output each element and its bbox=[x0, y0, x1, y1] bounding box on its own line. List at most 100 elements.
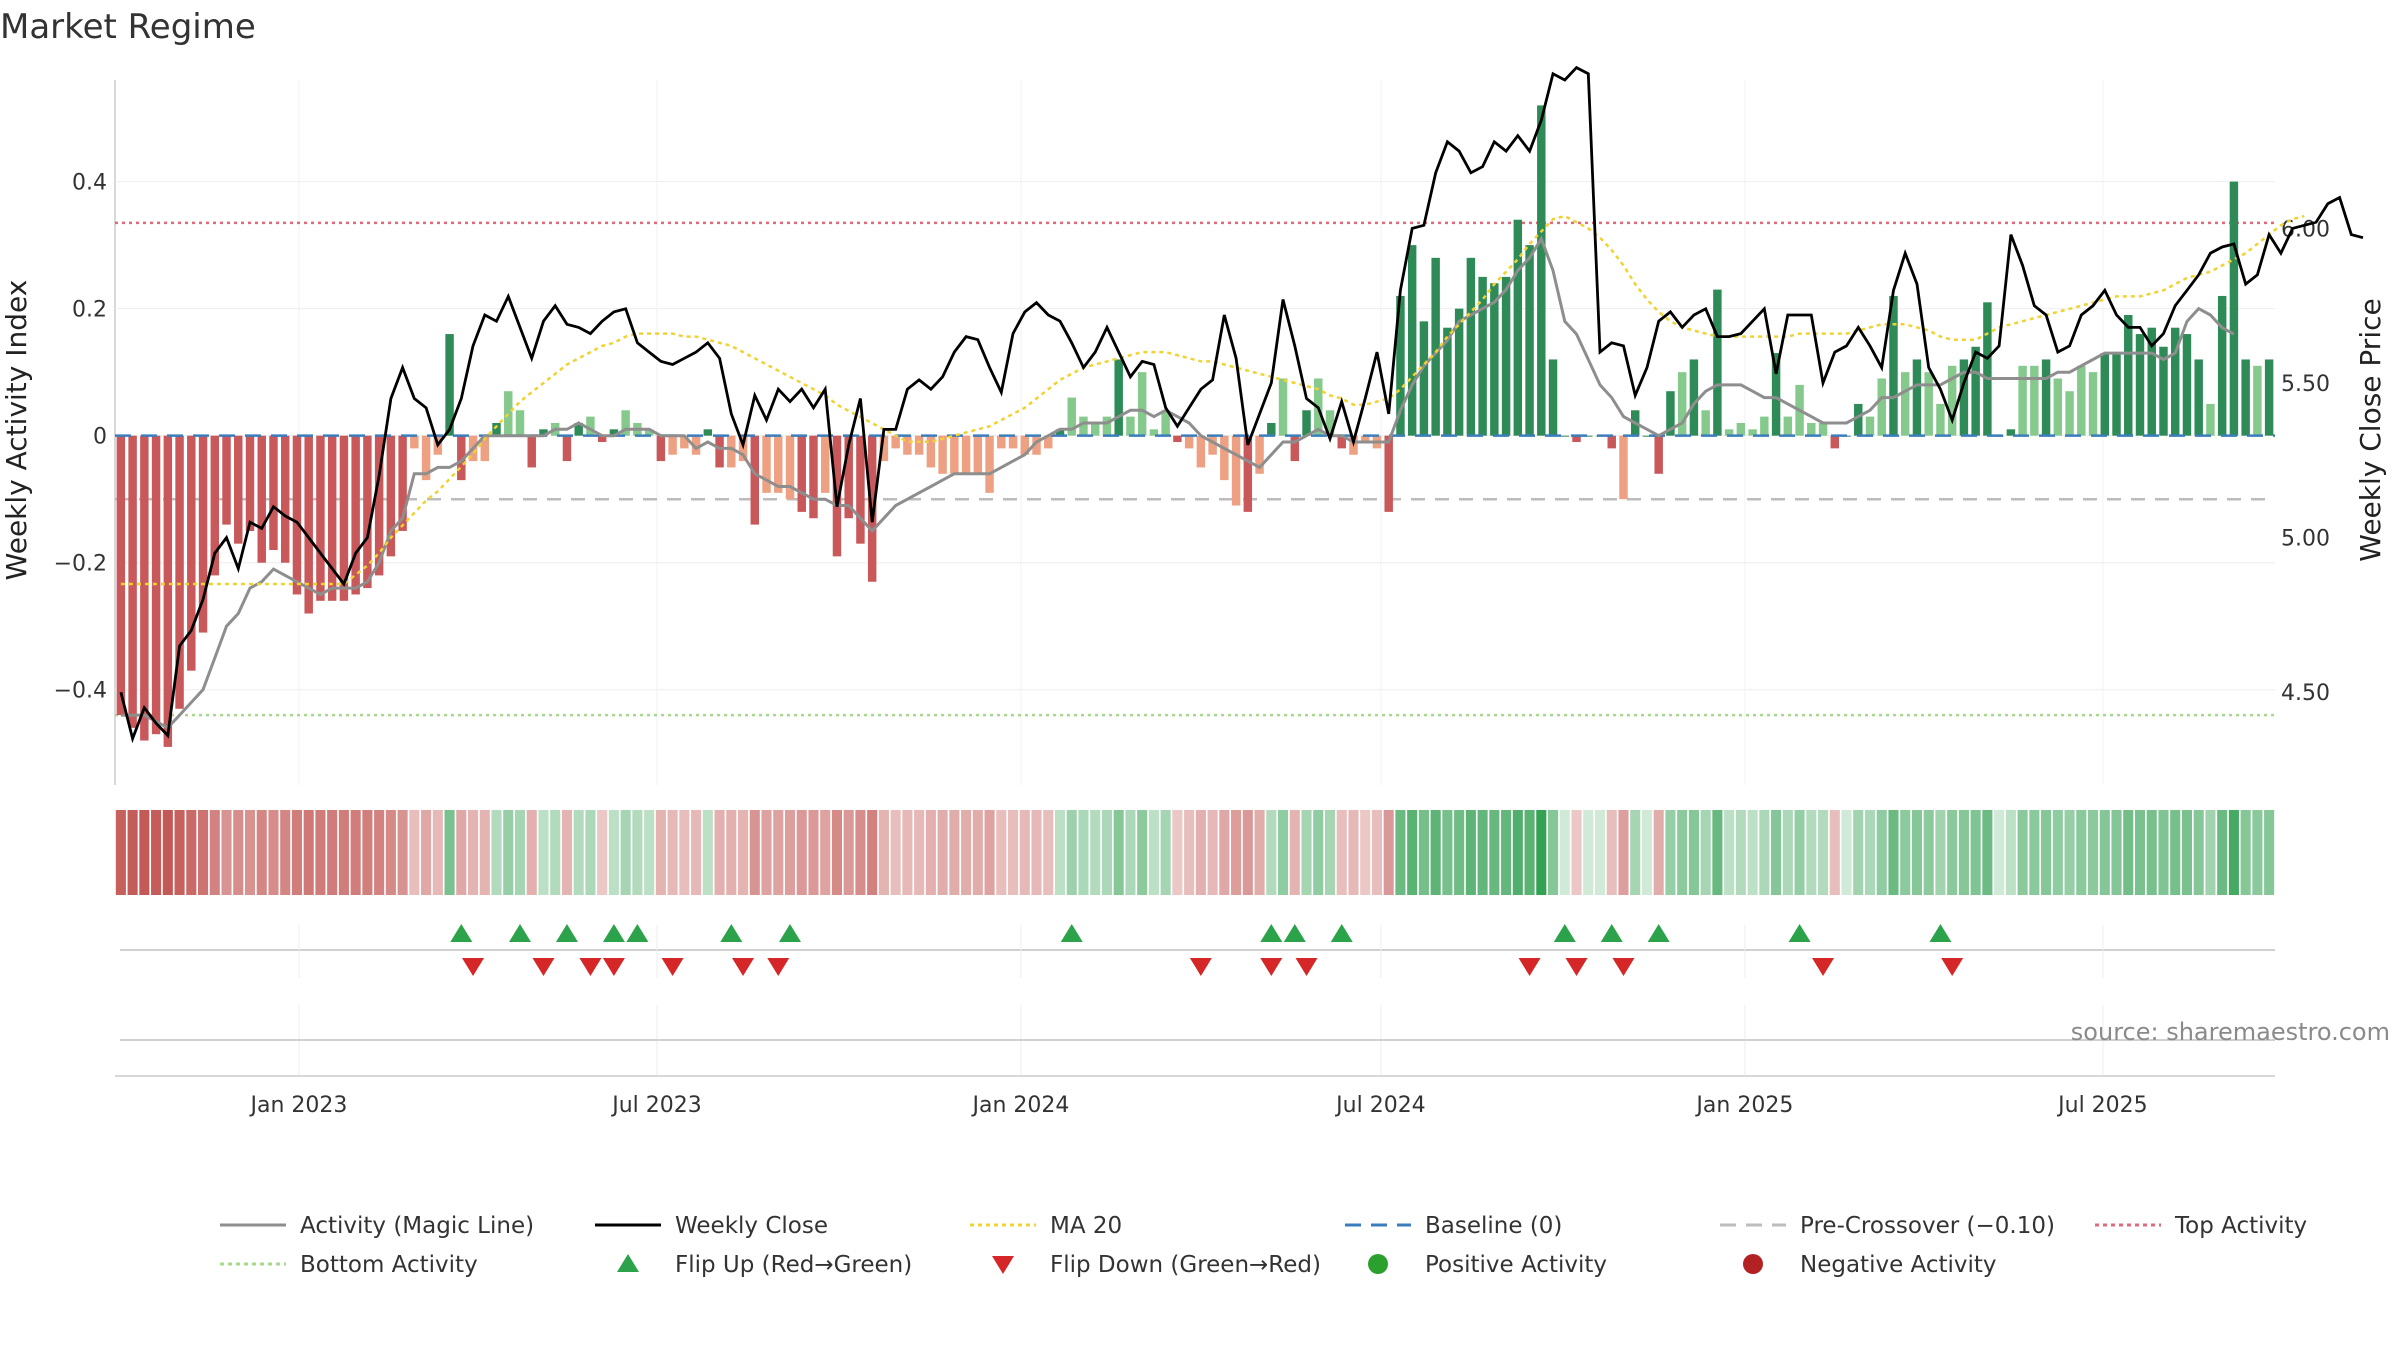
regime-cell bbox=[2205, 810, 2216, 895]
regime-cell bbox=[1547, 810, 1559, 895]
chart-title: Market Regime bbox=[0, 7, 256, 47]
legend-swatch bbox=[992, 1256, 1014, 1274]
regime-cell bbox=[1947, 810, 1958, 895]
regime-cell bbox=[491, 810, 502, 895]
activity-bar bbox=[1114, 359, 1123, 436]
activity-bar bbox=[586, 416, 595, 436]
activity-bar bbox=[1490, 283, 1499, 436]
activity-bar bbox=[515, 410, 525, 436]
legend-label: Baseline (0) bbox=[1425, 1213, 1562, 1239]
activity-bar bbox=[574, 422, 583, 436]
regime-cell bbox=[679, 810, 690, 895]
legend-label: Negative Activity bbox=[1800, 1252, 1997, 1278]
regime-cell bbox=[1231, 810, 1242, 895]
regime-cell bbox=[1019, 810, 1030, 895]
activity-bar bbox=[304, 435, 313, 614]
activity-bar bbox=[1760, 416, 1769, 436]
activity-bar bbox=[2147, 327, 2156, 436]
regime-cell bbox=[1043, 810, 1054, 895]
activity-bar bbox=[644, 429, 654, 436]
activity-bar bbox=[1090, 422, 1100, 436]
legend-label: Top Activity bbox=[2174, 1213, 2307, 1239]
legend-label: Bottom Activity bbox=[300, 1252, 478, 1278]
activity-bar bbox=[1854, 403, 1863, 436]
legend-item: Flip Up (Red→Green) bbox=[617, 1252, 912, 1278]
regime-cell bbox=[444, 810, 455, 895]
activity-bar bbox=[938, 435, 947, 474]
regime-cell bbox=[1113, 810, 1124, 895]
activity-bar bbox=[1666, 391, 1675, 436]
source-credit: source: sharemaestro.com bbox=[2071, 1018, 2390, 1046]
regime-cell bbox=[256, 810, 267, 895]
flip-up-marker bbox=[450, 924, 473, 942]
flip-up-marker bbox=[779, 924, 801, 942]
activity-bar bbox=[879, 435, 889, 462]
activity-bar bbox=[903, 435, 912, 455]
regime-cell bbox=[644, 810, 655, 895]
regime-cell bbox=[1360, 810, 1371, 895]
regime-cell bbox=[1430, 810, 1441, 895]
legend: Activity (Magic Line) Weekly Close MA 20 Ba… bbox=[220, 1213, 2307, 1278]
regime-cell bbox=[397, 810, 408, 895]
flip-down-marker bbox=[1518, 958, 1541, 976]
legend-label: Flip Up (Red→Green) bbox=[675, 1252, 912, 1278]
regime-cell bbox=[2264, 810, 2275, 895]
flip-down-marker bbox=[767, 958, 790, 976]
activity-bar bbox=[1102, 416, 1112, 436]
regime-cell bbox=[374, 810, 385, 895]
activity-bar bbox=[1220, 435, 1229, 481]
activity-bar bbox=[1278, 378, 1288, 436]
activity-bar bbox=[1384, 435, 1393, 512]
activity-bar bbox=[680, 435, 689, 449]
regime-cell bbox=[1031, 810, 1042, 895]
regime-cell bbox=[820, 810, 831, 895]
activity-bar bbox=[1642, 435, 1652, 437]
regime-cell bbox=[291, 810, 303, 895]
regime-cell bbox=[796, 810, 807, 895]
flip-panel bbox=[120, 924, 2275, 978]
activity-bar bbox=[985, 435, 994, 493]
regime-cell bbox=[937, 810, 948, 895]
regime-cell bbox=[1301, 810, 1312, 895]
regime-cell bbox=[761, 810, 772, 895]
activity-bar bbox=[727, 435, 736, 468]
activity-bar bbox=[280, 435, 290, 563]
activity-bar bbox=[198, 435, 208, 633]
regime-cell bbox=[1817, 810, 1829, 895]
activity-bar bbox=[691, 435, 701, 455]
regime-cell bbox=[268, 810, 279, 895]
regime-cell bbox=[2170, 810, 2181, 895]
regime-cell bbox=[174, 810, 185, 895]
activity-bar bbox=[1067, 397, 1076, 436]
regime-cell bbox=[1735, 810, 1746, 895]
legend-item: MA 20 bbox=[970, 1213, 1122, 1239]
flip-down-marker bbox=[1565, 958, 1588, 976]
activity-bar bbox=[973, 435, 983, 474]
regime-cell bbox=[1759, 810, 1770, 895]
flip-down-marker bbox=[1612, 958, 1635, 976]
legend-item: Flip Down (Green→Red) bbox=[992, 1252, 1321, 1278]
activity-bar bbox=[2182, 334, 2192, 436]
flip-up-marker bbox=[1060, 924, 1083, 942]
activity-bar bbox=[1947, 365, 1957, 436]
activity-bar bbox=[1032, 435, 1041, 455]
regime-cell bbox=[1465, 810, 1476, 895]
activity-bar bbox=[1055, 429, 1065, 436]
activity-bar bbox=[2124, 315, 2133, 436]
activity-bar bbox=[2112, 353, 2121, 436]
regime-cell bbox=[1277, 810, 1289, 895]
flip-down-marker bbox=[579, 958, 602, 976]
activity-bar bbox=[1161, 410, 1170, 436]
regime-cell bbox=[984, 810, 995, 895]
activity-bar bbox=[2170, 327, 2180, 436]
activity-bar bbox=[809, 435, 818, 519]
activity-bar bbox=[210, 435, 220, 576]
x-tick-label: Jan 2023 bbox=[249, 1093, 348, 1118]
activity-bar bbox=[961, 435, 971, 474]
regime-cell bbox=[1653, 810, 1664, 895]
legend-swatch bbox=[1368, 1254, 1388, 1274]
regime-cell bbox=[409, 810, 420, 895]
regime-cell bbox=[573, 810, 584, 895]
regime-cell bbox=[503, 810, 514, 895]
regime-cell bbox=[1982, 810, 1993, 895]
